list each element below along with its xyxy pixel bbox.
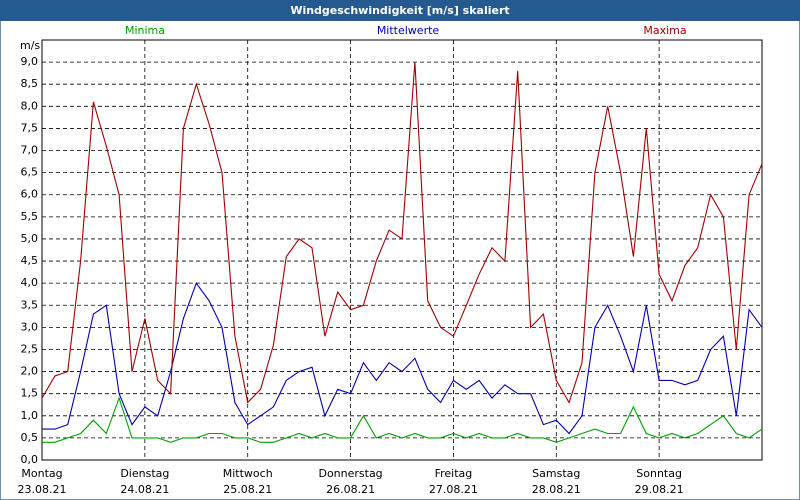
y-tick-label: 3,0 xyxy=(21,320,39,333)
x-tick-label: Sonntag xyxy=(636,467,682,480)
y-tick-label: 5,0 xyxy=(21,232,39,245)
x-tick-date: 26.08.21 xyxy=(326,483,375,496)
x-tick-label: Mittwoch xyxy=(223,467,273,480)
series-line xyxy=(42,396,763,443)
y-tick-label: 8,5 xyxy=(21,77,39,90)
x-tick-label: Samstag xyxy=(532,467,580,480)
y-tick-label: 1,5 xyxy=(21,387,39,400)
y-tick-label: 7,5 xyxy=(21,121,39,134)
y-tick-label: 6,5 xyxy=(21,166,39,179)
y-tick-label: 6,0 xyxy=(21,188,39,201)
title-bar xyxy=(0,0,800,21)
x-tick-date: 23.08.21 xyxy=(18,483,67,496)
y-tick-label: 9,0 xyxy=(21,55,39,68)
legend-label: Mittelwerte xyxy=(377,24,440,37)
x-tick-label: Donnerstag xyxy=(318,467,382,480)
y-tick-label: 2,0 xyxy=(21,365,39,378)
x-tick-label: Montag xyxy=(21,467,62,480)
x-tick-date: 24.08.21 xyxy=(120,483,169,496)
y-tick-label: 8,0 xyxy=(21,99,39,112)
legend-label: Maxima xyxy=(643,24,686,37)
y-axis-label: m/s xyxy=(20,39,40,52)
y-tick-label: 7,0 xyxy=(21,144,39,157)
y-tick-label: 0,0 xyxy=(21,453,39,466)
x-tick-label: Dienstag xyxy=(120,467,169,480)
chart-title: Windgeschwindigkeit [m/s] skaliert xyxy=(290,4,509,17)
y-tick-label: 1,0 xyxy=(21,409,39,422)
y-tick-label: 3,5 xyxy=(21,298,39,311)
x-tick-date: 25.08.21 xyxy=(223,483,272,496)
legend-label: Minima xyxy=(125,24,165,37)
y-tick-label: 2,5 xyxy=(21,342,39,355)
y-tick-label: 5,5 xyxy=(21,210,39,223)
y-tick-label: 4,5 xyxy=(21,254,39,267)
y-tick-label: 0,5 xyxy=(21,431,39,444)
series-line xyxy=(41,62,763,404)
x-tick-date: 27.08.21 xyxy=(429,483,478,496)
x-tick-date: 29.08.21 xyxy=(635,483,684,496)
x-tick-date: 28.08.21 xyxy=(532,483,581,496)
x-tick-label: Freitag xyxy=(435,467,473,480)
y-tick-label: 4,0 xyxy=(21,276,39,289)
series-line xyxy=(42,282,763,435)
